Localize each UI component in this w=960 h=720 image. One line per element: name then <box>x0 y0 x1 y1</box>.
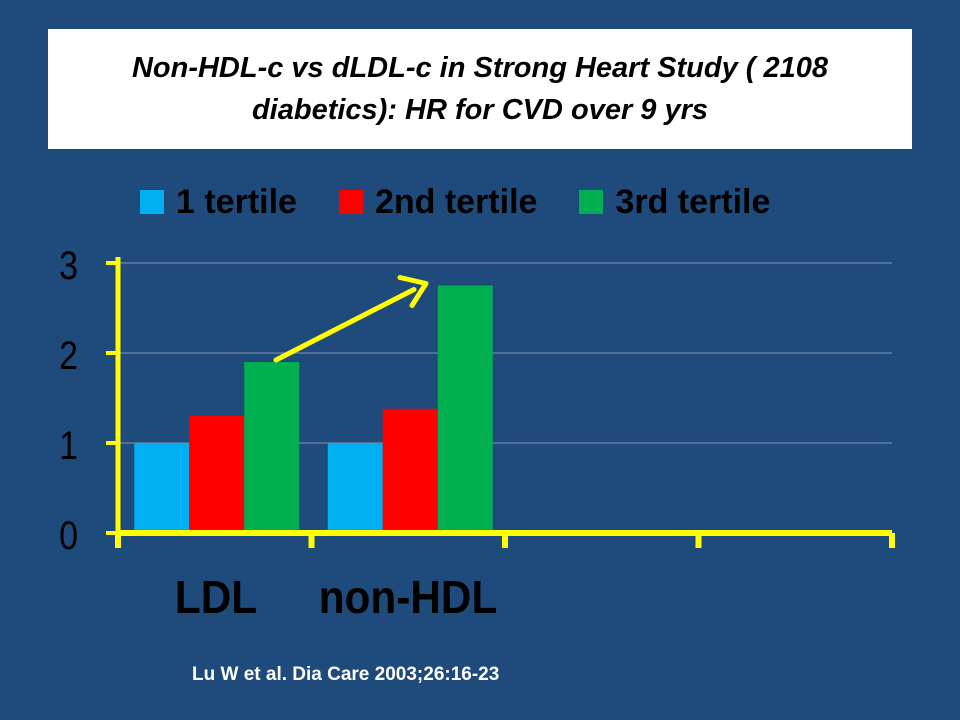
chart-legend: 1 tertile 2nd tertile 3rd tertile <box>140 180 812 224</box>
bar-non-hdl-series-1 <box>327 443 383 533</box>
bar-ldl-series-1 <box>134 443 190 533</box>
legend-label-3rd-tertile: 3rd tertile <box>615 182 771 221</box>
y-tick-label-2: 2 <box>59 332 78 377</box>
y-tick-label-0: 0 <box>59 512 78 557</box>
bar-non-hdl-series-2 <box>382 408 438 533</box>
bar-ldl-series-3 <box>244 362 300 533</box>
y-tick-label-1: 1 <box>59 422 78 467</box>
y-tick-label-3: 3 <box>59 242 78 287</box>
title-box: Non-HDL-c vs dLDL-c in Strong Heart Stud… <box>48 29 912 149</box>
x-category-label-ldl: LDL <box>174 571 258 623</box>
legend-item-1st-tertile: 1 tertile <box>140 183 297 222</box>
slide-title-line-2: diabetics): HR for CVD over 9 yrs <box>251 94 709 126</box>
legend-label-1st-tertile: 1 tertile <box>176 182 297 221</box>
legend-swatch-1st-tertile <box>140 190 164 214</box>
annotation-arrow-shaft <box>273 287 417 363</box>
legend-item-3rd-tertile: 3rd tertile <box>579 183 770 222</box>
slide-title-line-1: Non-HDL-c vs dLDL-c in Strong Heart Stud… <box>131 52 829 84</box>
bar-non-hdl-series-3 <box>437 285 493 533</box>
annotation-arrow-head <box>397 275 429 308</box>
x-category-label-non-hdl: non-HDL <box>318 571 498 623</box>
bar-ldl-series-2 <box>189 416 245 533</box>
legend-swatch-2nd-tertile <box>338 190 363 214</box>
legend-swatch-3rd-tertile <box>579 190 604 214</box>
legend-item-2nd-tertile: 2nd tertile <box>338 182 538 222</box>
citation: Lu W et al. Dia Care 2003;26:16-23 <box>192 664 500 685</box>
legend-label-2nd-tertile: 2nd tertile <box>374 182 538 221</box>
